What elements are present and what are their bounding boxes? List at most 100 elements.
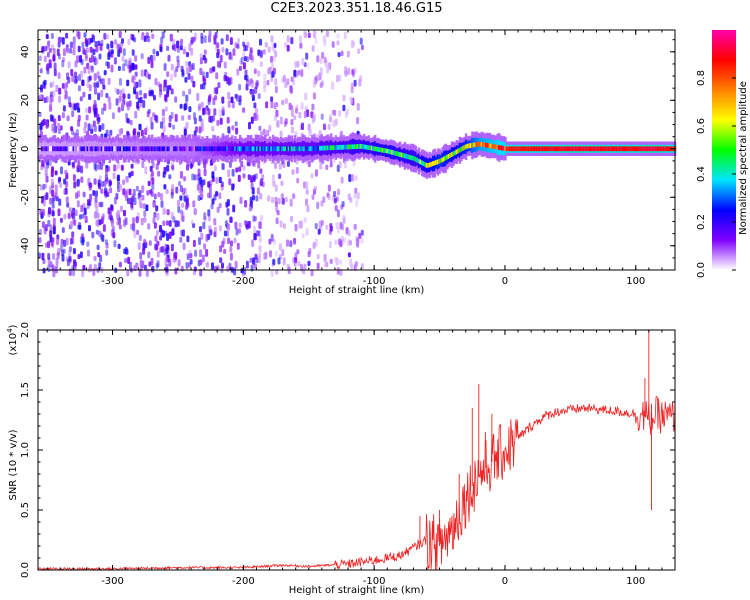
noise-speck — [105, 249, 109, 256]
noise-speck — [295, 107, 298, 114]
ridge-core — [297, 146, 300, 152]
noise-speck — [153, 211, 157, 218]
noise-speck — [203, 161, 207, 169]
noise-speck — [52, 269, 56, 278]
noise-speck — [176, 40, 180, 49]
noise-speck — [194, 249, 198, 257]
noise-speck — [228, 178, 232, 186]
noise-speck — [126, 269, 130, 277]
ridge-core — [103, 146, 107, 152]
noise-speck — [303, 217, 307, 223]
noise-speck — [59, 125, 63, 131]
noise-speck — [213, 165, 217, 172]
noise-speck — [213, 108, 217, 116]
noise-speck — [47, 264, 51, 273]
ridge-core — [471, 142, 474, 148]
noise-speck — [148, 261, 152, 267]
noise-speck — [131, 49, 135, 56]
noise-speck — [235, 127, 239, 135]
noise-speck — [100, 188, 104, 194]
noise-speck — [96, 71, 100, 79]
noise-speck — [218, 203, 222, 209]
noise-speck — [121, 38, 124, 44]
noise-speck — [256, 187, 260, 195]
noise-speck — [278, 173, 282, 180]
noise-speck — [61, 112, 65, 119]
noise-speck — [313, 30, 317, 38]
noise-speck — [165, 256, 168, 263]
noise-speck — [194, 126, 198, 133]
noise-speck — [118, 30, 122, 36]
noise-speck — [257, 93, 261, 99]
noise-speck — [274, 201, 278, 208]
colorbar-tick-label: 0.0 — [696, 262, 707, 278]
noise-speck — [203, 216, 207, 223]
ridge-core — [146, 146, 149, 152]
ridge-core — [91, 146, 94, 152]
ridge-core — [80, 146, 83, 152]
ridge-core — [119, 146, 123, 152]
noise-speck — [96, 212, 100, 219]
noise-speck — [77, 254, 81, 260]
noise-speck — [86, 81, 90, 88]
noise-speck — [226, 199, 230, 207]
ridge-core — [267, 146, 270, 152]
noise-speck — [79, 214, 82, 220]
noise-speck — [190, 39, 193, 46]
noise-speck — [144, 166, 148, 175]
noise-speck — [297, 69, 301, 76]
ridge-core — [446, 154, 449, 160]
noise-speck — [228, 160, 232, 168]
noise-speck — [43, 183, 47, 189]
ridge-core — [174, 146, 178, 152]
noise-speck — [155, 230, 159, 236]
noise-speck — [73, 219, 77, 227]
noise-speck — [52, 55, 56, 62]
noise-speck — [43, 79, 47, 86]
noise-speck — [225, 48, 229, 56]
noise-speck — [120, 205, 123, 212]
noise-speck — [272, 55, 276, 62]
noise-speck — [115, 98, 119, 106]
noise-speck — [193, 208, 197, 216]
noise-speck — [213, 265, 217, 273]
ridge-core — [323, 145, 327, 151]
noise-speck — [154, 78, 158, 86]
noise-speck — [151, 183, 155, 191]
noise-speck — [75, 129, 79, 136]
ridge-core — [614, 146, 617, 152]
ridge-core — [158, 146, 162, 152]
noise-speck — [335, 222, 339, 230]
noise-speck — [118, 128, 122, 137]
ridge-core — [588, 146, 592, 152]
ridge-core — [427, 163, 430, 168]
noise-speck — [160, 36, 164, 44]
noise-speck — [160, 200, 164, 208]
ridge-core — [130, 146, 134, 152]
noise-speck — [278, 163, 282, 170]
ridge-core — [452, 151, 455, 157]
ridge-core — [287, 146, 291, 152]
noise-speck — [124, 59, 128, 67]
noise-speck — [328, 240, 332, 249]
noise-speck — [82, 47, 86, 55]
noise-speck — [49, 100, 53, 107]
ridge-core — [369, 145, 372, 151]
ridge-core — [152, 146, 156, 152]
noise-speck — [242, 107, 246, 113]
noise-speck — [166, 246, 170, 252]
ridge-core — [312, 146, 316, 151]
noise-speck — [181, 69, 185, 76]
noise-speck — [336, 74, 339, 83]
ridge-core — [562, 146, 565, 152]
ridge-core — [582, 146, 586, 152]
noise-speck — [198, 126, 202, 134]
ridge-core — [140, 146, 143, 152]
noise-speck — [243, 267, 247, 276]
noise-speck — [94, 40, 98, 48]
noise-speck — [88, 106, 92, 114]
noise-speck — [255, 257, 259, 264]
noise-speck — [169, 33, 173, 42]
noise-speck — [208, 30, 212, 37]
ridge-core — [226, 146, 229, 152]
